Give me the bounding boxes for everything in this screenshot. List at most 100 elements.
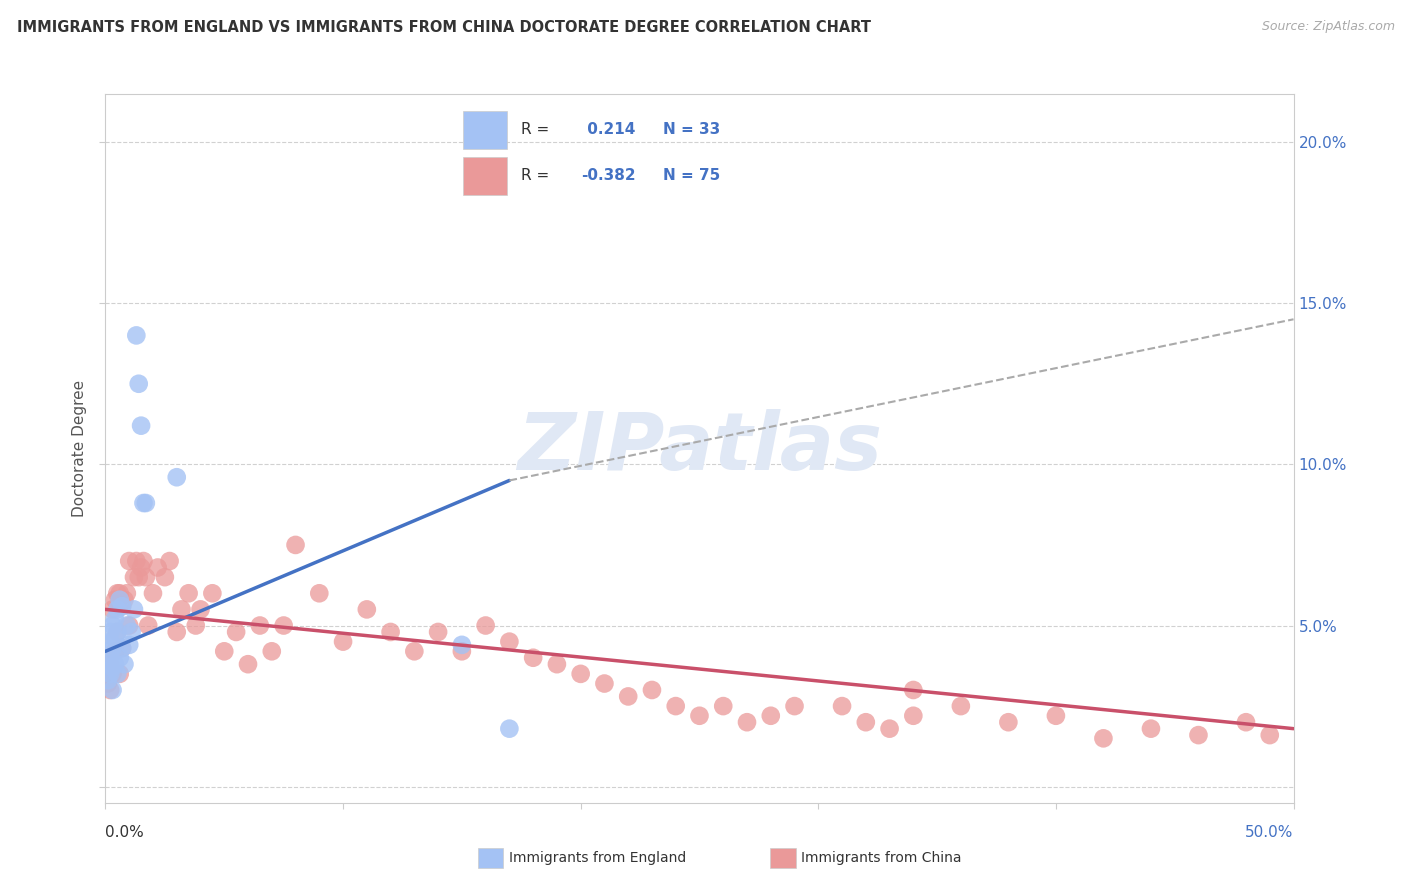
Point bbox=[101, 683, 124, 698]
Point bbox=[903, 683, 925, 698]
Point bbox=[132, 496, 155, 510]
Point bbox=[101, 660, 124, 674]
Point bbox=[118, 638, 141, 652]
Point bbox=[498, 722, 520, 736]
Point bbox=[903, 708, 925, 723]
Point bbox=[236, 657, 259, 672]
Point bbox=[1187, 728, 1209, 742]
Point bbox=[105, 624, 128, 639]
Point bbox=[129, 560, 152, 574]
Point bbox=[115, 618, 138, 632]
Point bbox=[98, 624, 121, 639]
Point bbox=[284, 538, 307, 552]
Point bbox=[101, 666, 124, 681]
Point bbox=[522, 650, 544, 665]
Point bbox=[136, 618, 159, 632]
Point bbox=[1140, 722, 1163, 736]
Point bbox=[105, 666, 128, 681]
Point bbox=[170, 602, 193, 616]
Point bbox=[98, 634, 121, 648]
Point bbox=[135, 570, 157, 584]
Point bbox=[104, 612, 127, 626]
Point bbox=[177, 586, 200, 600]
Point bbox=[98, 683, 121, 698]
Point bbox=[593, 676, 616, 690]
Point bbox=[711, 699, 734, 714]
Point bbox=[108, 592, 131, 607]
Point bbox=[783, 699, 806, 714]
Text: R =: R = bbox=[520, 122, 548, 137]
Point bbox=[641, 683, 664, 698]
Text: Source: ZipAtlas.com: Source: ZipAtlas.com bbox=[1261, 20, 1395, 33]
Text: 0.0%: 0.0% bbox=[105, 825, 145, 840]
Point bbox=[1258, 728, 1281, 742]
Point bbox=[153, 570, 176, 584]
Text: R =: R = bbox=[520, 169, 548, 184]
Point bbox=[546, 657, 568, 672]
Point bbox=[121, 624, 143, 639]
Point bbox=[190, 602, 212, 616]
Point bbox=[249, 618, 271, 632]
Point bbox=[450, 638, 472, 652]
Text: Immigrants from China: Immigrants from China bbox=[801, 851, 962, 865]
Point bbox=[111, 641, 134, 656]
Point bbox=[146, 560, 169, 574]
Point bbox=[1234, 715, 1257, 730]
Point bbox=[105, 586, 128, 600]
Point bbox=[98, 650, 121, 665]
Point bbox=[665, 699, 688, 714]
Y-axis label: Doctorate Degree: Doctorate Degree bbox=[72, 380, 87, 516]
Bar bbox=[464, 157, 508, 194]
Point bbox=[101, 602, 124, 616]
Point bbox=[111, 641, 134, 656]
Text: N = 75: N = 75 bbox=[662, 169, 720, 184]
Point bbox=[98, 657, 121, 672]
Point bbox=[759, 708, 782, 723]
Point bbox=[949, 699, 972, 714]
Point bbox=[879, 722, 901, 736]
Point bbox=[108, 586, 131, 600]
Text: ZIPatlas: ZIPatlas bbox=[517, 409, 882, 487]
Point bbox=[427, 624, 450, 639]
Point bbox=[129, 418, 152, 433]
Point bbox=[166, 624, 188, 639]
Point bbox=[450, 644, 472, 658]
Point bbox=[125, 328, 148, 343]
Point bbox=[569, 666, 592, 681]
Point bbox=[111, 599, 134, 614]
Point bbox=[97, 673, 120, 688]
Text: Immigrants from England: Immigrants from England bbox=[509, 851, 686, 865]
Point bbox=[332, 634, 354, 648]
Point bbox=[114, 657, 136, 672]
Point bbox=[108, 650, 131, 665]
Point bbox=[105, 624, 128, 639]
Point bbox=[273, 618, 295, 632]
Point bbox=[128, 376, 150, 391]
Point bbox=[474, 618, 496, 632]
Point bbox=[101, 641, 124, 656]
Point bbox=[108, 666, 131, 681]
Point bbox=[225, 624, 247, 639]
Point bbox=[98, 666, 121, 681]
Text: IMMIGRANTS FROM ENGLAND VS IMMIGRANTS FROM CHINA DOCTORATE DEGREE CORRELATION CH: IMMIGRANTS FROM ENGLAND VS IMMIGRANTS FR… bbox=[17, 20, 870, 35]
Point bbox=[104, 632, 127, 646]
Point bbox=[184, 618, 207, 632]
Point bbox=[122, 570, 145, 584]
Point bbox=[105, 602, 128, 616]
Point bbox=[689, 708, 711, 723]
Point bbox=[855, 715, 877, 730]
Point bbox=[498, 634, 520, 648]
Point bbox=[122, 602, 145, 616]
Text: 50.0%: 50.0% bbox=[1246, 825, 1294, 840]
Point bbox=[132, 554, 155, 568]
Point bbox=[128, 570, 150, 584]
Point bbox=[101, 618, 124, 632]
Point bbox=[97, 676, 120, 690]
Point bbox=[356, 602, 378, 616]
Point bbox=[104, 592, 127, 607]
Point bbox=[380, 624, 402, 639]
Point bbox=[260, 644, 283, 658]
Point bbox=[104, 644, 127, 658]
Point bbox=[115, 586, 138, 600]
Point bbox=[135, 496, 157, 510]
